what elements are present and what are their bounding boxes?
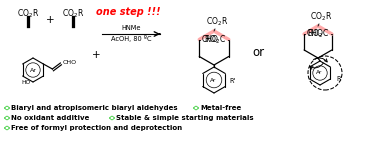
Text: CHO: CHO: [201, 35, 218, 44]
Text: R': R': [229, 78, 235, 84]
Text: CO$_2$R: CO$_2$R: [206, 15, 228, 28]
Text: Ar: Ar: [29, 67, 36, 73]
Text: CO$_2$R: CO$_2$R: [310, 11, 332, 23]
Polygon shape: [5, 116, 9, 120]
Text: CHO: CHO: [306, 29, 323, 39]
Text: R': R': [336, 76, 342, 82]
Text: CO$_2$R: CO$_2$R: [17, 8, 39, 20]
Polygon shape: [6, 127, 8, 129]
Text: Free of formyl protection and deprotection: Free of formyl protection and deprotecti…: [11, 125, 182, 131]
Polygon shape: [111, 117, 113, 119]
Polygon shape: [5, 126, 9, 130]
Polygon shape: [6, 117, 8, 119]
Text: Metal-free: Metal-free: [200, 105, 241, 111]
Polygon shape: [6, 107, 8, 109]
Text: Biaryl and atropisomeric biaryl aldehydes: Biaryl and atropisomeric biaryl aldehyde…: [11, 105, 178, 111]
Text: or: or: [252, 46, 264, 59]
Text: No oxidant additive: No oxidant additive: [11, 115, 89, 121]
Text: RO$_2$C: RO$_2$C: [307, 28, 329, 40]
Text: AcOH, 80 ºC: AcOH, 80 ºC: [111, 34, 151, 41]
Polygon shape: [110, 116, 115, 120]
Text: Ar: Ar: [210, 78, 216, 82]
Text: CHO: CHO: [62, 60, 76, 66]
Text: +: +: [92, 50, 100, 60]
Text: RO$_2$C: RO$_2$C: [204, 33, 226, 46]
Text: Ar: Ar: [316, 71, 322, 75]
Polygon shape: [5, 106, 9, 110]
Text: +: +: [46, 15, 54, 25]
Text: HNMe: HNMe: [121, 25, 141, 31]
Polygon shape: [194, 106, 198, 110]
Text: HO: HO: [22, 80, 31, 86]
Text: Stable & simple starting materials: Stable & simple starting materials: [116, 115, 254, 121]
Polygon shape: [195, 107, 197, 109]
Text: CO$_2$R: CO$_2$R: [62, 8, 84, 20]
Text: one step !!!: one step !!!: [96, 7, 160, 17]
